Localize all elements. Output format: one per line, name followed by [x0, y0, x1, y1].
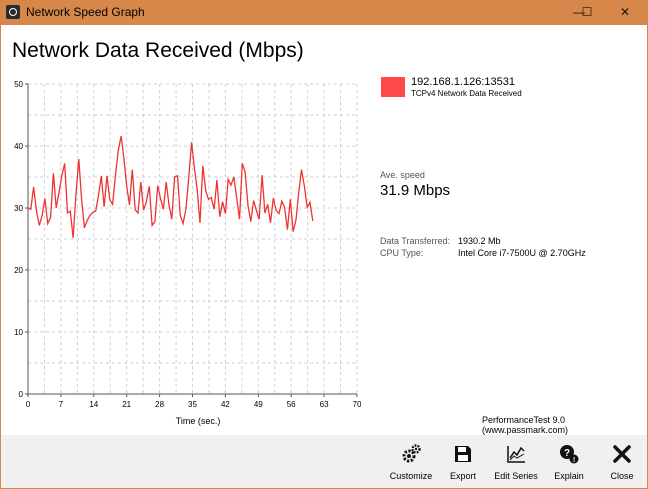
legend-color-swatch	[381, 77, 405, 97]
network-speed-chart: 0 10 20 30 40 50 0 7 14 21 28 35 42 49 56 63 70 Time (sec…	[14, 80, 362, 426]
x-tick-label: 14	[89, 400, 98, 409]
customize-label: Customize	[389, 471, 433, 481]
legend-description: TCPv4 Network Data Received	[411, 89, 522, 98]
edit-series-button[interactable]: Edit Series	[488, 435, 544, 489]
x-tick-label: 70	[353, 400, 362, 409]
x-tick-label: 0	[26, 400, 31, 409]
y-tick-label: 50	[14, 80, 23, 89]
x-tick-label: 42	[221, 400, 230, 409]
explain-button[interactable]: ? ! Explain	[541, 435, 597, 489]
x-tick-label: 63	[320, 400, 329, 409]
close-icon	[613, 445, 631, 463]
y-tick-label: 10	[14, 328, 23, 337]
data-transferred-label: Data Transferred:	[380, 236, 451, 246]
data-transferred-value: 1930.2 Mb	[458, 236, 501, 246]
x-tick-label: 7	[59, 400, 64, 409]
cpu-type-label: CPU Type:	[380, 248, 424, 258]
export-button[interactable]: Export	[435, 435, 491, 489]
x-tick-label: 35	[188, 400, 197, 409]
close-label: Close	[610, 471, 634, 481]
x-tick-label: 21	[122, 400, 131, 409]
y-tick-label: 20	[14, 266, 23, 275]
y-tick-label: 0	[19, 390, 24, 399]
y-tick-label: 40	[14, 142, 23, 151]
window-title: Network Speed Graph	[26, 5, 145, 19]
edit-series-label: Edit Series	[494, 471, 538, 481]
maximize-button[interactable]: ☐	[581, 5, 593, 19]
customize-button[interactable]: Customize	[383, 435, 439, 489]
help-icon: ? !	[560, 445, 579, 464]
x-tick-label: 56	[287, 400, 296, 409]
svg-text:!: !	[573, 457, 575, 464]
bottom-toolbar: Customize Export Edit Series ? ! Explain…	[0, 435, 648, 489]
explain-label: Explain	[554, 471, 584, 481]
gears-icon	[402, 444, 421, 463]
page-title: Network Data Received (Mbps)	[12, 39, 304, 62]
minimize-button[interactable]: —	[573, 5, 585, 19]
x-tick-label: 49	[254, 400, 263, 409]
average-speed-value: 31.9 Mbps	[380, 182, 451, 199]
average-speed-label: Ave. speed	[380, 170, 425, 180]
chart-line-icon	[507, 446, 525, 463]
cpu-type-value: Intel Core i7-7500U @ 2.70GHz	[458, 248, 586, 258]
save-icon	[455, 446, 471, 462]
app-icon	[6, 5, 20, 19]
branding-text: PerformanceTest 9.0 (www.passmark.com)	[482, 415, 569, 435]
svg-text:?: ?	[564, 448, 570, 459]
title-bar: Network Speed Graph — ☐ ✕	[0, 0, 648, 25]
export-label: Export	[449, 471, 476, 481]
x-axis-label: Time (sec.)	[176, 416, 221, 426]
close-button[interactable]: Close	[594, 435, 648, 489]
x-tick-label: 28	[155, 400, 164, 409]
series-line	[27, 135, 314, 238]
close-window-button[interactable]: ✕	[619, 5, 631, 19]
legend-host: 192.168.1.126:13531	[411, 76, 515, 88]
y-tick-label: 30	[14, 204, 23, 213]
